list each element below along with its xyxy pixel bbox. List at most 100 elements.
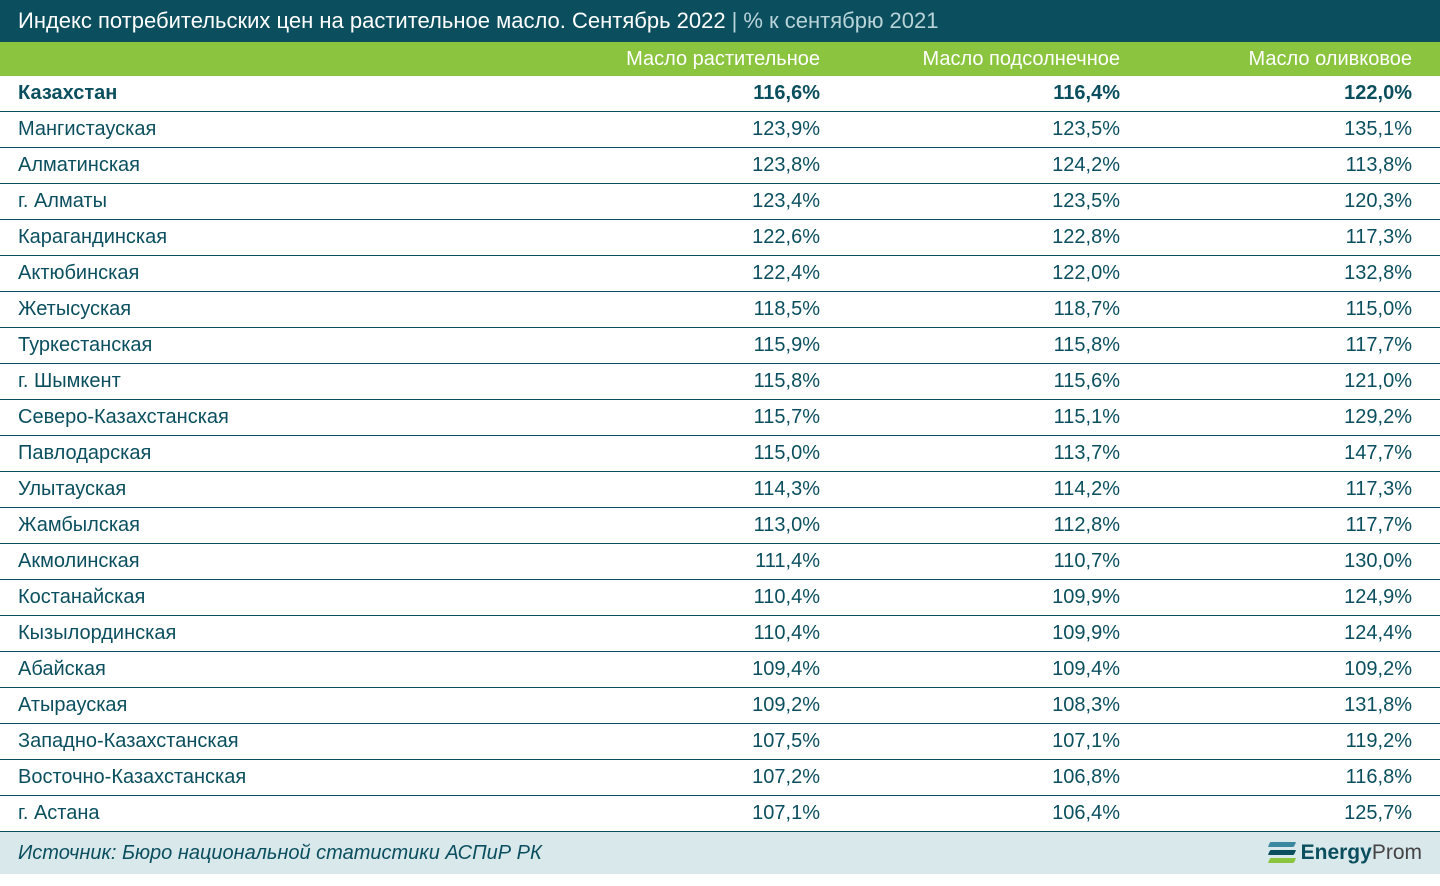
cell-region: Туркестанская bbox=[0, 334, 570, 357]
table-row: Мангистауская123,9%123,5%135,1% bbox=[0, 112, 1440, 148]
cell-value-3: 124,9% bbox=[1130, 586, 1440, 609]
cell-value-1: 115,0% bbox=[570, 442, 830, 465]
header-col-2: Масло подсолнечное bbox=[830, 48, 1130, 71]
logo-text-light: Prom bbox=[1372, 841, 1422, 864]
cell-value-1: 115,8% bbox=[570, 370, 830, 393]
header-col-3: Масло оливковое bbox=[1130, 48, 1440, 71]
table-row: Актюбинская122,4%122,0%132,8% bbox=[0, 256, 1440, 292]
table-row: г. Шымкент115,8%115,6%121,0% bbox=[0, 364, 1440, 400]
cell-value-2: 124,2% bbox=[830, 154, 1130, 177]
cell-value-3: 115,0% bbox=[1130, 298, 1440, 321]
footer-source: Источник: Бюро национальной статистики А… bbox=[18, 842, 542, 865]
table-row: Кызылординская110,4%109,9%124,4% bbox=[0, 616, 1440, 652]
cell-value-2: 123,5% bbox=[830, 118, 1130, 141]
cell-value-3: 117,3% bbox=[1130, 478, 1440, 501]
cell-value-3: 120,3% bbox=[1130, 190, 1440, 213]
cell-region: Павлодарская bbox=[0, 442, 570, 465]
cell-value-2: 106,4% bbox=[830, 802, 1130, 825]
table-row: Костанайская110,4%109,9%124,9% bbox=[0, 580, 1440, 616]
cell-region: Казахстан bbox=[0, 82, 570, 105]
table-row: Жамбылская113,0%112,8%117,7% bbox=[0, 508, 1440, 544]
cell-value-2: 118,7% bbox=[830, 298, 1130, 321]
cell-value-3: 129,2% bbox=[1130, 406, 1440, 429]
cell-region: Абайская bbox=[0, 658, 570, 681]
logo: EnergyProm bbox=[1269, 841, 1422, 865]
cell-value-3: 132,8% bbox=[1130, 262, 1440, 285]
table-row: Акмолинская111,4%110,7%130,0% bbox=[0, 544, 1440, 580]
cell-value-2: 106,8% bbox=[830, 766, 1130, 789]
cell-value-2: 116,4% bbox=[830, 82, 1130, 105]
cell-region: Жамбылская bbox=[0, 514, 570, 537]
cell-value-1: 115,7% bbox=[570, 406, 830, 429]
cell-region: Улытауская bbox=[0, 478, 570, 501]
cell-value-1: 122,6% bbox=[570, 226, 830, 249]
table-row: Атырауская109,2%108,3%131,8% bbox=[0, 688, 1440, 724]
cell-value-3: 109,2% bbox=[1130, 658, 1440, 681]
cell-value-3: 117,7% bbox=[1130, 514, 1440, 537]
cell-value-3: 113,8% bbox=[1130, 154, 1440, 177]
cell-value-2: 122,8% bbox=[830, 226, 1130, 249]
cell-value-3: 131,8% bbox=[1130, 694, 1440, 717]
cell-region: Северо-Казахстанская bbox=[0, 406, 570, 429]
cell-value-1: 116,6% bbox=[570, 82, 830, 105]
cell-value-1: 111,4% bbox=[570, 550, 830, 573]
title-separator: | bbox=[732, 8, 738, 34]
cell-region: Акмолинская bbox=[0, 550, 570, 573]
cell-region: Восточно-Казахстанская bbox=[0, 766, 570, 789]
cell-value-3: 147,7% bbox=[1130, 442, 1440, 465]
cell-value-2: 123,5% bbox=[830, 190, 1130, 213]
header-col-1: Масло растительное bbox=[570, 48, 830, 71]
cell-value-2: 109,9% bbox=[830, 586, 1130, 609]
logo-text-bold: Energy bbox=[1301, 841, 1372, 864]
cell-region: Жетысуская bbox=[0, 298, 570, 321]
cell-value-2: 115,1% bbox=[830, 406, 1130, 429]
cell-value-2: 109,4% bbox=[830, 658, 1130, 681]
cell-value-2: 114,2% bbox=[830, 478, 1130, 501]
cell-value-1: 123,4% bbox=[570, 190, 830, 213]
cell-value-1: 122,4% bbox=[570, 262, 830, 285]
cell-value-1: 109,2% bbox=[570, 694, 830, 717]
cell-value-1: 110,4% bbox=[570, 622, 830, 645]
table-row: Северо-Казахстанская115,7%115,1%129,2% bbox=[0, 400, 1440, 436]
cell-value-1: 110,4% bbox=[570, 586, 830, 609]
cell-value-2: 115,8% bbox=[830, 334, 1130, 357]
cell-value-1: 107,5% bbox=[570, 730, 830, 753]
table-row: Западно-Казахстанская107,5%107,1%119,2% bbox=[0, 724, 1440, 760]
cell-value-2: 113,7% bbox=[830, 442, 1130, 465]
cell-value-3: 130,0% bbox=[1130, 550, 1440, 573]
table-row: Алматинская123,8%124,2%113,8% bbox=[0, 148, 1440, 184]
cell-value-2: 109,9% bbox=[830, 622, 1130, 645]
cell-value-2: 115,6% bbox=[830, 370, 1130, 393]
cell-value-1: 107,1% bbox=[570, 802, 830, 825]
title-bar: Индекс потребительских цен на растительн… bbox=[0, 0, 1440, 42]
cell-region: г. Астана bbox=[0, 802, 570, 825]
table-row: Казахстан116,6%116,4%122,0% bbox=[0, 76, 1440, 112]
table-row: Карагандинская122,6%122,8%117,3% bbox=[0, 220, 1440, 256]
title-sub: % к сентябрю 2021 bbox=[743, 8, 938, 34]
cell-value-3: 124,4% bbox=[1130, 622, 1440, 645]
cell-value-2: 110,7% bbox=[830, 550, 1130, 573]
table-row: г. Астана107,1%106,4%125,7% bbox=[0, 796, 1440, 832]
cell-value-1: 123,9% bbox=[570, 118, 830, 141]
table-row: г. Алматы123,4%123,5%120,3% bbox=[0, 184, 1440, 220]
cell-region: Карагандинская bbox=[0, 226, 570, 249]
cell-value-2: 122,0% bbox=[830, 262, 1130, 285]
table-row: Абайская109,4%109,4%109,2% bbox=[0, 652, 1440, 688]
cell-region: Актюбинская bbox=[0, 262, 570, 285]
cell-region: Атырауская bbox=[0, 694, 570, 717]
cell-value-3: 116,8% bbox=[1130, 766, 1440, 789]
cell-value-2: 112,8% bbox=[830, 514, 1130, 537]
cell-value-2: 107,1% bbox=[830, 730, 1130, 753]
cell-region: Костанайская bbox=[0, 586, 570, 609]
logo-text: EnergyProm bbox=[1301, 841, 1422, 865]
table-header-row: Масло растительное Масло подсолнечное Ма… bbox=[0, 42, 1440, 76]
table-container: Индекс потребительских цен на растительн… bbox=[0, 0, 1440, 874]
cell-region: Западно-Казахстанская bbox=[0, 730, 570, 753]
cell-region: г. Шымкент bbox=[0, 370, 570, 393]
cell-region: Кызылординская bbox=[0, 622, 570, 645]
table-row: Павлодарская115,0%113,7%147,7% bbox=[0, 436, 1440, 472]
footer-row: Источник: Бюро национальной статистики А… bbox=[0, 832, 1440, 874]
logo-mark-icon bbox=[1269, 842, 1295, 864]
cell-value-1: 115,9% bbox=[570, 334, 830, 357]
cell-region: г. Алматы bbox=[0, 190, 570, 213]
